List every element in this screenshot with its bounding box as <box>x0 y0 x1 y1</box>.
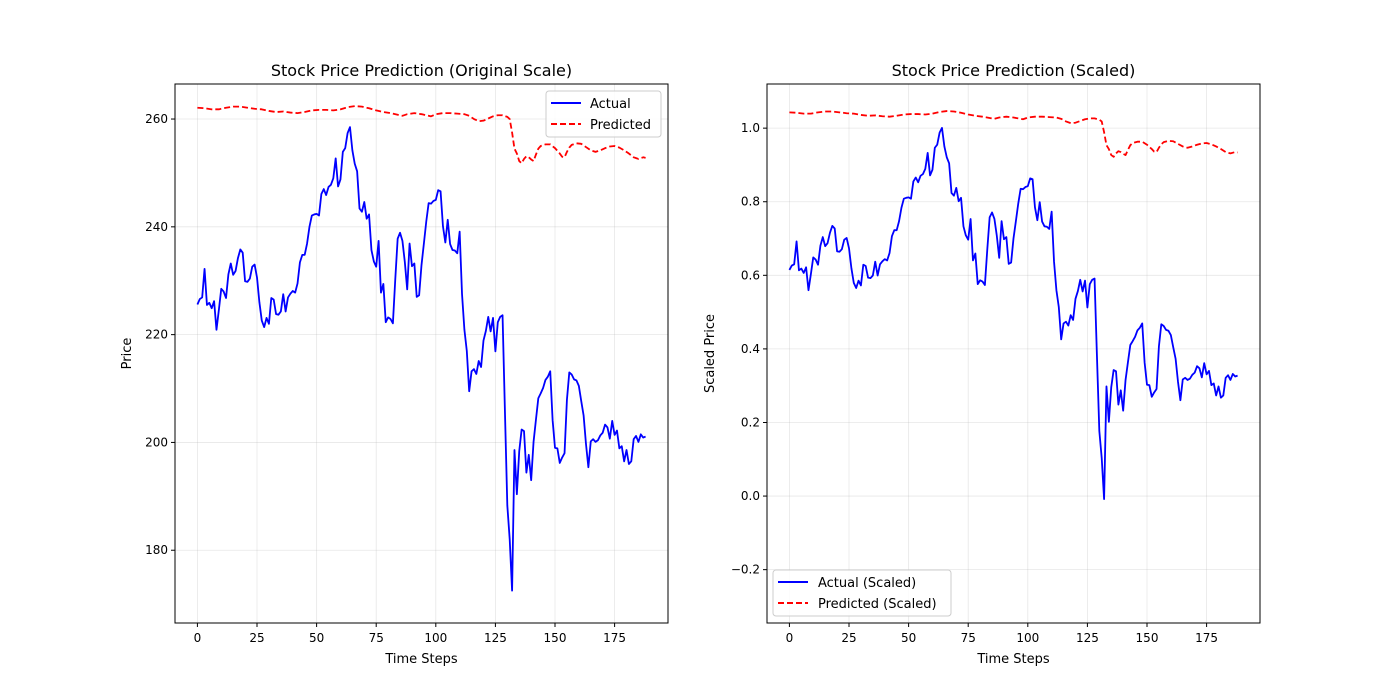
y-axis-label: Scaled Price <box>703 314 718 393</box>
legend: Actual Predicted <box>545 90 662 138</box>
series-actual-line <box>788 126 1238 500</box>
x-tick-label: 50 <box>309 631 324 645</box>
legend-label-predicted: Predicted <box>590 118 651 133</box>
plot-area-frame <box>174 83 669 624</box>
y-tick-label: 0.8 <box>741 195 760 209</box>
x-axis-label: Time Steps <box>384 652 458 667</box>
x-tick-label: 125 <box>484 631 507 645</box>
plot-area-frame <box>766 83 1261 624</box>
legend-label-predicted-scaled: Predicted (Scaled) <box>818 597 937 612</box>
series-predicted-line <box>197 105 646 165</box>
chart-original-scale: 0 25 50 75 100 125 150 175 180 200 220 240 260 Stock… <box>120 61 669 667</box>
x-tick-label: 100 <box>1016 631 1039 645</box>
x-axis-label: Time Steps <box>976 652 1050 667</box>
x-tick-label: 150 <box>544 631 567 645</box>
y-tick-label: −0.2 <box>731 563 760 577</box>
y-tick-label: 200 <box>145 435 168 449</box>
y-tick-label: 0.4 <box>741 342 760 356</box>
x-tick-label: 0 <box>786 631 794 645</box>
x-tick-label: 175 <box>1195 631 1218 645</box>
y-tick-label: 0.0 <box>741 489 760 503</box>
series-actual-line <box>196 126 646 592</box>
y-tick-label: 240 <box>145 220 168 234</box>
y-axis-label: Price <box>120 338 135 370</box>
x-tick-label: 50 <box>901 631 916 645</box>
y-tick-label: 0.2 <box>741 415 760 429</box>
x-tick-label: 25 <box>841 631 856 645</box>
y-tick-label: 180 <box>145 543 168 557</box>
x-tick-label: 25 <box>249 631 264 645</box>
x-tick-label: 150 <box>1136 631 1159 645</box>
legend-label-actual: Actual <box>590 97 631 112</box>
y-tick-label: 260 <box>145 112 168 126</box>
x-tick-label: 75 <box>369 631 384 645</box>
y-tick-label: 1.0 <box>741 121 760 135</box>
legend-box <box>772 569 952 617</box>
x-tick-label: 0 <box>194 631 202 645</box>
legend: Actual (Scaled) Predicted (Scaled) <box>772 569 952 617</box>
x-tick-label: 75 <box>961 631 976 645</box>
chart-title: Stock Price Prediction (Scaled) <box>892 61 1136 80</box>
y-tick-label: 0.6 <box>741 268 760 282</box>
x-tick-label: 100 <box>424 631 447 645</box>
chart-title: Stock Price Prediction (Original Scale) <box>271 61 572 80</box>
y-tick-label: 220 <box>145 328 168 342</box>
x-tick-label: 175 <box>603 631 626 645</box>
chart-scaled: 0 25 50 75 100 125 150 175 −0.2 0.0 0.2 0.4 0.6 0.8 1.… <box>703 61 1261 667</box>
legend-label-actual-scaled: Actual (Scaled) <box>818 576 916 591</box>
x-tick-label: 125 <box>1076 631 1099 645</box>
series-predicted-line <box>789 110 1238 158</box>
